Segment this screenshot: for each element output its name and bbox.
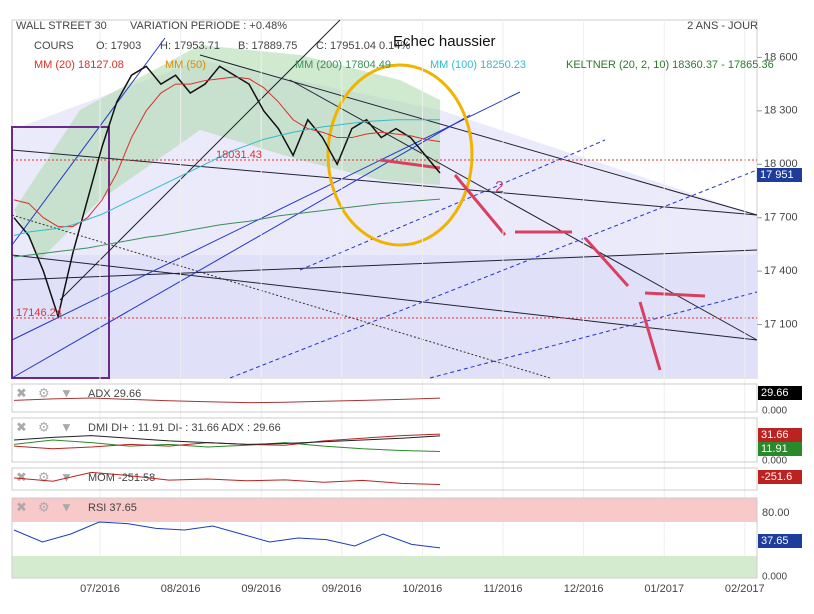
icon: ⚙ <box>38 385 50 400</box>
value-tag-text: 29.66 <box>761 387 789 399</box>
y-tick-label: 17 100 <box>764 318 798 330</box>
blue-lines <box>11 37 758 379</box>
series-line <box>13 119 440 236</box>
x-tick-label: 11/2016 <box>484 583 523 595</box>
value-tag-text: 31.66 <box>761 429 789 441</box>
indicator-line <box>13 435 441 445</box>
legend-item: COURS <box>34 40 74 52</box>
indicator-line <box>13 521 441 549</box>
x-tick-label: 09/2016 <box>241 583 281 595</box>
legend-item: O: 17903 <box>96 40 141 52</box>
arrows <box>379 158 706 371</box>
value-tag <box>758 534 802 548</box>
value-tag <box>758 470 802 484</box>
legend-item: MM (200) 17804.49 <box>295 59 391 71</box>
indicator-panel <box>11 383 758 413</box>
zero-label: 0.000 <box>762 572 787 583</box>
price-tag-text: 17 951 <box>760 169 794 181</box>
indicator-line <box>13 471 441 486</box>
x-tick-label: 09/2016 <box>322 583 362 595</box>
icon: ⚙ <box>38 419 50 434</box>
value-tag-text: 37.65 <box>761 535 789 547</box>
legend-item: MM (50) <box>165 59 206 71</box>
series-line <box>13 76 441 228</box>
series-line <box>13 65 441 320</box>
value-tag <box>758 442 802 456</box>
oversold-zone <box>12 556 757 578</box>
header-title: WALL STREET 30 <box>16 20 107 32</box>
x-tick-label: 08/2016 <box>161 583 201 595</box>
legend-item: MM (20) 18127.08 <box>34 59 124 71</box>
box <box>11 126 110 379</box>
y-tick-label: 17 400 <box>764 265 798 277</box>
icon: ✖ <box>16 469 27 484</box>
value-tag-text: -251.6 <box>761 471 792 483</box>
legend-item: MM (100) 18250.23 <box>430 59 526 71</box>
dotted-line <box>11 214 551 379</box>
indicator-label: DMI DI+ : 11.91 DI- : 31.66 ADX : 29.66 <box>88 422 281 434</box>
value-tag <box>758 428 802 442</box>
price-tag <box>757 168 802 182</box>
icon: ▼ <box>60 499 73 514</box>
value-tag-text: 11.91 <box>761 443 788 455</box>
indicator-label: MOM -251.58 <box>88 472 155 484</box>
x-tick-label: 07/2016 <box>80 583 120 595</box>
annotation: 17146.24 <box>16 307 62 319</box>
header-period: 2 ANS - JOUR <box>687 20 758 32</box>
legend-item: C: 17951.04 0.14% <box>316 40 410 52</box>
overbought-zone <box>12 498 757 522</box>
icon: ▼ <box>60 385 73 400</box>
annotation: Echec haussier <box>393 33 496 50</box>
icon: ✖ <box>16 385 27 400</box>
zero-label: 0.000 <box>762 406 787 417</box>
indicator-line <box>13 439 441 453</box>
x-tick-label: 02/2017 <box>725 583 765 595</box>
x-tick-label: 10/2016 <box>403 583 443 595</box>
legend-item: H: 17953.71 <box>160 40 220 52</box>
legend-item: B: 17889.75 <box>238 40 297 52</box>
indicator-panel <box>11 497 758 579</box>
series-line <box>13 198 441 258</box>
indicator-line <box>13 397 441 404</box>
y-tick-label: 18 300 <box>764 105 798 117</box>
y-tick-label: 17 700 <box>764 212 798 224</box>
ellipse <box>326 63 474 247</box>
y-tick-label: 18 600 <box>764 51 798 63</box>
icon: ⚙ <box>38 469 50 484</box>
icon: ▼ <box>60 469 73 484</box>
indicator-panel <box>11 467 758 491</box>
x-tick-label: 12/2016 <box>564 583 604 595</box>
header-variation: VARIATION PERIODE : +0.48% <box>130 20 287 32</box>
icon: ▼ <box>60 419 73 434</box>
icon: ⚙ <box>38 499 50 514</box>
indicator-label: ADX 29.66 <box>88 388 141 400</box>
indicator-label: RSI 37.65 <box>88 502 137 514</box>
x-tick-label: 01/2017 <box>644 583 684 595</box>
icon: ✖ <box>16 419 27 434</box>
zero-label: 0.000 <box>762 456 787 467</box>
annotation: 18031.43 <box>216 149 262 161</box>
icon: ✖ <box>16 499 27 514</box>
value-tag <box>758 386 802 400</box>
y-tick-label: 18 000 <box>764 158 798 170</box>
legend-item: KELTNER (20, 2, 10) 18360.37 - 17865.36 <box>566 59 774 71</box>
indicator-panel <box>11 417 758 463</box>
annotation: 2 <box>495 179 504 196</box>
channel-fill <box>12 60 757 378</box>
level-label: 80.00 <box>762 507 790 519</box>
